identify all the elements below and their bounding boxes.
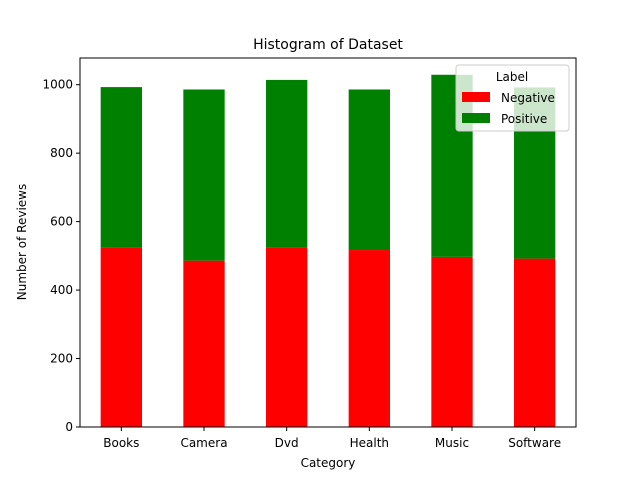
legend-title: Label <box>496 70 528 84</box>
x-tick-label-software: Software <box>508 436 561 450</box>
x-tick-label-camera: Camera <box>180 436 227 450</box>
y-tick-label: 0 <box>65 420 73 434</box>
y-axis: 0 200 400 600 800 1000 <box>42 78 80 434</box>
bar-music-negative <box>431 256 473 427</box>
bar-software-negative <box>514 258 556 427</box>
legend-swatch-negative <box>462 92 490 102</box>
bar-health-negative <box>348 250 390 427</box>
x-tick-label-health: Health <box>350 436 389 450</box>
x-tick-label-dvd: Dvd <box>275 436 299 450</box>
legend-swatch-positive <box>462 113 490 123</box>
bar-books-negative <box>100 247 142 427</box>
bars-layer <box>100 74 556 427</box>
legend-label-negative: Negative <box>501 91 555 105</box>
y-tick-label: 200 <box>50 352 73 366</box>
y-tick-label: 600 <box>50 215 73 229</box>
y-tick-label: 1000 <box>42 78 73 92</box>
x-tick-label-books: Books <box>103 436 139 450</box>
plot-frame <box>79 57 577 428</box>
bar-dvd-negative <box>266 247 308 427</box>
y-axis-label: Number of Reviews <box>15 184 29 300</box>
legend: Label Negative Positive <box>455 64 570 132</box>
x-tick-label-music: Music <box>435 436 469 450</box>
bar-dvd-positive <box>266 79 308 248</box>
x-axis-label: Category <box>301 456 356 470</box>
legend-label-positive: Positive <box>501 112 547 126</box>
y-tick-label: 400 <box>50 283 73 297</box>
x-axis: Books Camera Dvd Health Music Software <box>103 427 561 450</box>
bar-health-positive <box>348 89 390 251</box>
y-tick-label: 800 <box>50 146 73 160</box>
bar-camera-negative <box>183 260 225 427</box>
chart-title: Histogram of Dataset <box>253 37 403 53</box>
bar-books-positive <box>100 87 142 248</box>
bar-camera-positive <box>183 89 225 261</box>
